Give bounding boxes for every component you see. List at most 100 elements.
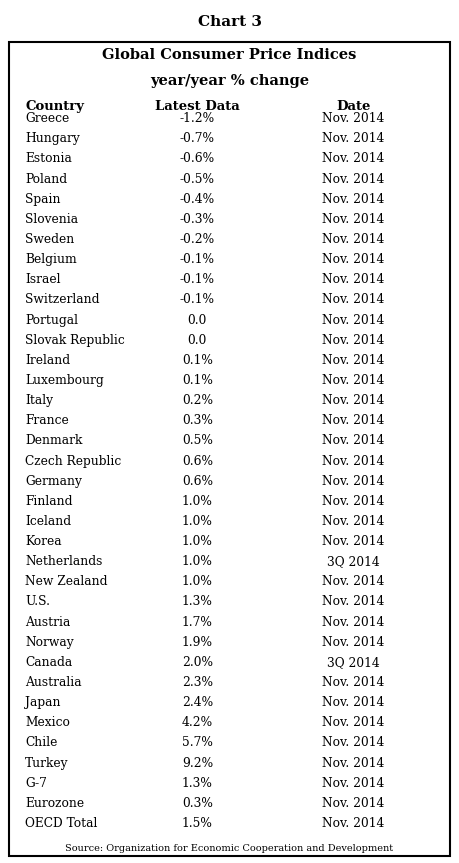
Text: 1.9%: 1.9%	[182, 636, 213, 649]
Text: Nov. 2014: Nov. 2014	[322, 455, 385, 468]
Text: Germany: Germany	[25, 475, 82, 488]
Text: Nov. 2014: Nov. 2014	[322, 494, 385, 507]
Text: Chile: Chile	[25, 736, 58, 749]
Text: Italy: Italy	[25, 394, 53, 407]
Text: -0.6%: -0.6%	[180, 153, 215, 166]
Text: 1.0%: 1.0%	[182, 576, 213, 589]
Text: Nov. 2014: Nov. 2014	[322, 233, 385, 246]
Text: Global Consumer Price Indices: Global Consumer Price Indices	[102, 48, 357, 62]
Text: U.S.: U.S.	[25, 595, 50, 608]
Text: Nov. 2014: Nov. 2014	[322, 414, 385, 427]
Text: Nov. 2014: Nov. 2014	[322, 576, 385, 589]
Text: Nov. 2014: Nov. 2014	[322, 515, 385, 528]
Text: 1.5%: 1.5%	[182, 817, 213, 830]
Text: Latest Data: Latest Data	[155, 100, 240, 113]
Text: 0.0: 0.0	[188, 334, 207, 347]
Text: Date: Date	[336, 100, 370, 113]
Text: Korea: Korea	[25, 535, 62, 548]
Text: Australia: Australia	[25, 676, 82, 689]
Text: Austria: Austria	[25, 615, 71, 628]
Text: Greece: Greece	[25, 112, 69, 125]
Text: 0.3%: 0.3%	[182, 797, 213, 809]
Text: 2.0%: 2.0%	[182, 656, 213, 669]
Text: 2.4%: 2.4%	[182, 696, 213, 709]
Text: Switzerland: Switzerland	[25, 293, 100, 306]
Text: 9.2%: 9.2%	[182, 757, 213, 770]
Text: Portugal: Portugal	[25, 313, 78, 326]
Text: Nov. 2014: Nov. 2014	[322, 274, 385, 287]
Text: Nov. 2014: Nov. 2014	[322, 213, 385, 226]
Text: Norway: Norway	[25, 636, 74, 649]
Text: Turkey: Turkey	[25, 757, 69, 770]
Text: -0.3%: -0.3%	[180, 213, 215, 226]
Text: 4.2%: 4.2%	[182, 716, 213, 729]
Text: OECD Total: OECD Total	[25, 817, 98, 830]
Text: -0.1%: -0.1%	[180, 253, 215, 266]
Text: Nov. 2014: Nov. 2014	[322, 253, 385, 266]
Text: Nov. 2014: Nov. 2014	[322, 716, 385, 729]
Text: Nov. 2014: Nov. 2014	[322, 394, 385, 407]
Text: Ireland: Ireland	[25, 354, 70, 367]
Text: Mexico: Mexico	[25, 716, 70, 729]
Text: 0.6%: 0.6%	[182, 475, 213, 488]
Text: Nov. 2014: Nov. 2014	[322, 192, 385, 205]
Text: France: France	[25, 414, 69, 427]
Text: 0.1%: 0.1%	[182, 374, 213, 387]
Text: Iceland: Iceland	[25, 515, 71, 528]
Text: Nov. 2014: Nov. 2014	[322, 636, 385, 649]
Text: Sweden: Sweden	[25, 233, 74, 246]
Text: Estonia: Estonia	[25, 153, 72, 166]
Text: -0.5%: -0.5%	[180, 173, 215, 186]
Text: Country: Country	[25, 100, 84, 113]
Text: Eurozone: Eurozone	[25, 797, 84, 809]
Text: -0.2%: -0.2%	[180, 233, 215, 246]
Text: Nov. 2014: Nov. 2014	[322, 595, 385, 608]
Text: Nov. 2014: Nov. 2014	[322, 817, 385, 830]
Text: Nov. 2014: Nov. 2014	[322, 475, 385, 488]
Text: Slovak Republic: Slovak Republic	[25, 334, 125, 347]
Text: Belgium: Belgium	[25, 253, 77, 266]
Text: Slovenia: Slovenia	[25, 213, 78, 226]
Text: Nov. 2014: Nov. 2014	[322, 696, 385, 709]
Text: Nov. 2014: Nov. 2014	[322, 132, 385, 145]
Text: 1.0%: 1.0%	[182, 494, 213, 507]
Text: Nov. 2014: Nov. 2014	[322, 757, 385, 770]
Text: 0.0: 0.0	[188, 313, 207, 326]
Text: 3Q 2014: 3Q 2014	[327, 656, 380, 669]
Text: -0.1%: -0.1%	[180, 274, 215, 287]
Text: Nov. 2014: Nov. 2014	[322, 334, 385, 347]
Text: Netherlands: Netherlands	[25, 555, 103, 568]
Text: 2.3%: 2.3%	[182, 676, 213, 689]
Text: Nov. 2014: Nov. 2014	[322, 153, 385, 166]
Text: Czech Republic: Czech Republic	[25, 455, 122, 468]
Text: Luxembourg: Luxembourg	[25, 374, 104, 387]
Text: Nov. 2014: Nov. 2014	[322, 374, 385, 387]
Text: Canada: Canada	[25, 656, 73, 669]
Text: Nov. 2014: Nov. 2014	[322, 615, 385, 628]
Text: 1.0%: 1.0%	[182, 555, 213, 568]
Text: Nov. 2014: Nov. 2014	[322, 535, 385, 548]
Text: 1.0%: 1.0%	[182, 515, 213, 528]
Text: Nov. 2014: Nov. 2014	[322, 777, 385, 790]
Text: Nov. 2014: Nov. 2014	[322, 434, 385, 447]
Text: Nov. 2014: Nov. 2014	[322, 173, 385, 186]
Text: Nov. 2014: Nov. 2014	[322, 313, 385, 326]
Text: -0.4%: -0.4%	[180, 192, 215, 205]
Text: -0.1%: -0.1%	[180, 293, 215, 306]
Text: New Zealand: New Zealand	[25, 576, 108, 589]
Text: Nov. 2014: Nov. 2014	[322, 676, 385, 689]
Text: Chart 3: Chart 3	[197, 15, 262, 28]
Text: Israel: Israel	[25, 274, 61, 287]
Text: 3Q 2014: 3Q 2014	[327, 555, 380, 568]
Text: Hungary: Hungary	[25, 132, 80, 145]
Text: Japan: Japan	[25, 696, 61, 709]
Text: Finland: Finland	[25, 494, 73, 507]
Text: 0.1%: 0.1%	[182, 354, 213, 367]
Text: Nov. 2014: Nov. 2014	[322, 293, 385, 306]
Text: Nov. 2014: Nov. 2014	[322, 112, 385, 125]
Text: 0.2%: 0.2%	[182, 394, 213, 407]
Text: 0.6%: 0.6%	[182, 455, 213, 468]
Text: 1.3%: 1.3%	[182, 595, 213, 608]
Text: Nov. 2014: Nov. 2014	[322, 736, 385, 749]
Text: Source: Organization for Economic Cooperation and Development: Source: Organization for Economic Cooper…	[66, 844, 393, 853]
